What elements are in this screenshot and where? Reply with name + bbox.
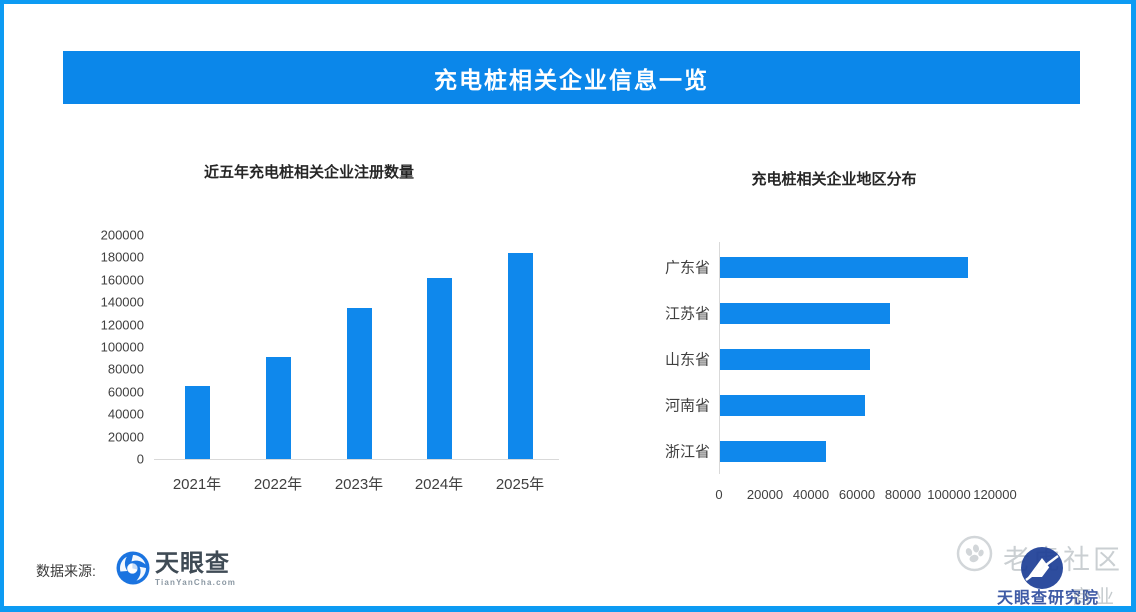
x-axis-category-label: 2022年 <box>253 476 303 493</box>
region-label: 广东省 <box>664 259 710 277</box>
x-axis-category-label: 2023年 <box>334 476 384 493</box>
tiger-paw-icon <box>956 535 993 577</box>
left-chart-title: 近五年充电桩相关企业注册数量 <box>203 164 415 181</box>
y-axis-tick-label: 200000 <box>100 227 144 243</box>
region-label: 江苏省 <box>664 305 710 323</box>
y-axis-tick-label: 160000 <box>100 272 144 288</box>
y-axis-tick-label: 80000 <box>107 361 144 377</box>
bar-2025年 <box>507 253 533 459</box>
x-axis-tick-label: 120000 <box>973 487 1017 502</box>
region-label: 浙江省 <box>664 443 710 461</box>
y-axis-tick-label: 60000 <box>107 384 144 400</box>
x-axis-category-label: 2024年 <box>414 476 464 493</box>
bar-2023年 <box>346 308 372 459</box>
tianyancha-logo: 天眼查 TianYanCha.com <box>116 551 236 590</box>
bar-2021年 <box>184 386 210 459</box>
bar-山东省 <box>720 348 870 370</box>
region-label: 山东省 <box>664 351 710 369</box>
y-axis-tick-label: 180000 <box>100 249 144 265</box>
tianyancha-name: 天眼查 <box>155 550 230 577</box>
bar-江苏省 <box>720 302 890 324</box>
tianyancha-eye-icon <box>116 551 150 590</box>
y-axis-tick-label: 120000 <box>100 317 144 333</box>
business-watermark: 商业 <box>1072 582 1118 606</box>
region-label: 河南省 <box>664 397 710 415</box>
bar-2022年 <box>265 357 291 459</box>
page-title: 充电桩相关企业信息一览 <box>434 66 709 93</box>
research-watermark: 天眼查研究院 <box>997 590 1100 607</box>
y-axis-tick-label: 100000 <box>100 339 144 355</box>
bar-2024年 <box>426 278 452 459</box>
bar-浙江省 <box>720 440 826 462</box>
data-source-label: 数据来源: <box>36 563 96 579</box>
globe-mountain-icon <box>1018 544 1066 597</box>
x-axis-tick-label: 0 <box>715 487 723 502</box>
x-axis-category-label: 2021年 <box>172 476 222 493</box>
x-axis-tick-label: 40000 <box>792 487 830 502</box>
x-axis-tick-label: 100000 <box>927 487 971 502</box>
bar-河南省 <box>720 394 865 416</box>
header-banner: 充电桩相关企业信息一览 <box>63 51 1080 104</box>
x-axis-tick-label: 60000 <box>838 487 876 502</box>
bar-广东省 <box>720 256 968 278</box>
x-axis-tick-label: 80000 <box>884 487 922 502</box>
right-chart-title: 充电桩相关企业地区分布 <box>751 171 917 188</box>
y-axis-tick-label: 140000 <box>100 294 144 310</box>
x-axis-line <box>154 459 559 460</box>
y-axis-line <box>719 242 720 474</box>
x-axis-tick-label: 20000 <box>746 487 784 502</box>
y-axis-tick-label: 40000 <box>107 406 144 422</box>
tianyancha-url: TianYanCha.com <box>155 578 237 587</box>
x-axis-category-label: 2025年 <box>495 476 545 493</box>
y-axis-tick-label: 0 <box>136 451 144 467</box>
y-axis-tick-label: 20000 <box>107 429 144 445</box>
